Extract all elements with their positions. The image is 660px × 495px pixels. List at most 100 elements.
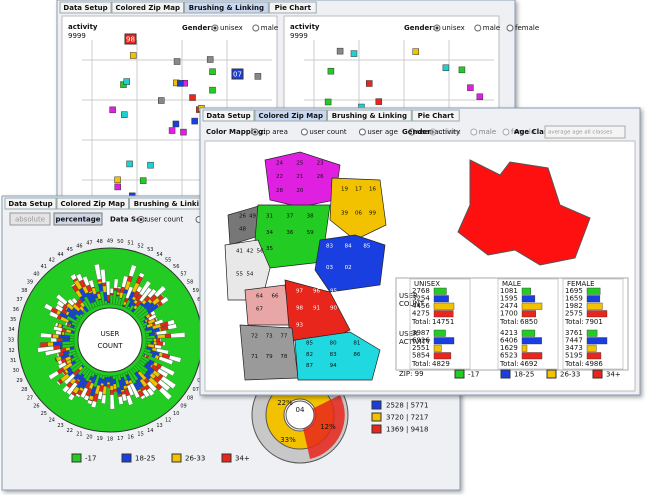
tab[interactable]: [4, 197, 57, 210]
zip-label: 82: [306, 352, 313, 358]
radio[interactable]: [474, 24, 482, 32]
zip-label: 80: [330, 341, 337, 347]
column: [562, 278, 624, 370]
radial-segment: [157, 368, 169, 378]
center-label: COUNT: [97, 342, 123, 350]
scatter-point: [114, 176, 121, 184]
ring-label: 38: [21, 288, 27, 294]
radial-segment: [50, 337, 57, 343]
tab[interactable]: [56, 197, 129, 210]
table-value: 2474: [500, 302, 518, 310]
radial-segment: [140, 394, 146, 400]
ring-label: 32: [8, 348, 14, 354]
tab[interactable]: [254, 109, 327, 122]
zip-label: 93: [296, 323, 303, 329]
value-bar: [433, 352, 452, 360]
legend-swatch: [121, 453, 132, 463]
scatter-point: [375, 98, 383, 105]
zip-label: 90: [330, 306, 337, 312]
tab-label: Colored Zip Map: [116, 4, 180, 12]
radial-segment: [55, 294, 68, 305]
radial-segment: [157, 379, 171, 392]
map-region[interactable]: [314, 234, 386, 293]
radial-segment: [110, 292, 114, 295]
zip-label: 83: [330, 352, 337, 358]
radial-segment: [154, 319, 164, 326]
scatter-point: [254, 73, 262, 80]
ring-label: 31: [10, 358, 16, 364]
radial-segment: [126, 394, 134, 406]
point: [231, 68, 244, 80]
table-value: 3254: [412, 295, 430, 303]
zip-label: 03: [326, 265, 333, 271]
radial-segment: [139, 287, 152, 303]
legend-label: 18-25: [514, 371, 534, 379]
radio[interactable]: [470, 128, 478, 136]
tab[interactable]: [411, 109, 460, 122]
radial-segment: [147, 288, 157, 299]
ring-label: 45: [67, 247, 73, 253]
zip-label: 34: [266, 230, 273, 236]
map-region[interactable]: [224, 239, 271, 301]
tab[interactable]: [59, 1, 112, 14]
map-region[interactable]: [254, 204, 331, 269]
tab[interactable]: [327, 109, 412, 122]
radio[interactable]: [408, 128, 416, 136]
map-region[interactable]: [294, 331, 381, 381]
scatter-point: [173, 58, 181, 65]
value-bar: [521, 352, 543, 360]
legend-label: 18-25: [135, 455, 155, 463]
radio[interactable]: [358, 128, 366, 136]
radial-segment: [62, 385, 70, 393]
legend-swatch: [71, 453, 82, 463]
radio-label: female: [511, 128, 535, 136]
radial-segment: [156, 338, 161, 342]
point: [124, 33, 137, 45]
zip-label: 96: [313, 289, 320, 295]
radial-segment: [57, 359, 63, 365]
radial-segment: [37, 346, 54, 353]
tab[interactable]: [202, 109, 255, 122]
side-row: 1369 | 9418: [386, 426, 428, 434]
zip-label: 87: [306, 363, 313, 369]
radio[interactable]: [502, 128, 510, 136]
ring-label: 25: [41, 411, 47, 417]
radial-segment: [70, 273, 77, 281]
radio[interactable]: [506, 24, 514, 32]
ring-label: 17: [117, 436, 123, 442]
ring-label: 29: [16, 378, 22, 384]
zip-label: 56: [257, 249, 264, 255]
dropdown[interactable]: [544, 125, 626, 139]
radio[interactable]: [252, 24, 260, 32]
button[interactable]: [9, 212, 51, 226]
scatter-point: [172, 120, 180, 128]
ring-label: 46: [76, 243, 82, 249]
tab[interactable]: [184, 1, 269, 14]
scatter-point: [109, 106, 116, 114]
radial-segment: [154, 344, 162, 349]
radial-segment: [52, 334, 59, 339]
map-region[interactable]: [244, 284, 291, 326]
tab[interactable]: [111, 1, 184, 14]
radial-segment: [67, 298, 75, 306]
map-region[interactable]: [329, 177, 387, 241]
radio-label: male: [261, 24, 278, 32]
scatter-point: [327, 67, 335, 75]
radial-segment: [64, 322, 68, 326]
radio-dot: [431, 130, 435, 134]
legend-swatch: [546, 369, 557, 379]
tab[interactable]: [268, 1, 317, 14]
dropdown-value: average age all classes: [548, 130, 612, 136]
radial-segment: [80, 387, 89, 399]
radial-segment: [53, 326, 63, 332]
radio[interactable]: [300, 128, 308, 136]
radial-segment: [107, 377, 111, 383]
radial-segment: [142, 388, 150, 398]
scatter-point: [126, 160, 133, 168]
scatter-point: [209, 68, 216, 75]
value-bar: [586, 337, 608, 345]
radio-label: user count: [309, 128, 346, 136]
ring-label: 09: [180, 404, 186, 410]
zip-label: 16: [369, 187, 376, 193]
button[interactable]: [53, 212, 103, 226]
